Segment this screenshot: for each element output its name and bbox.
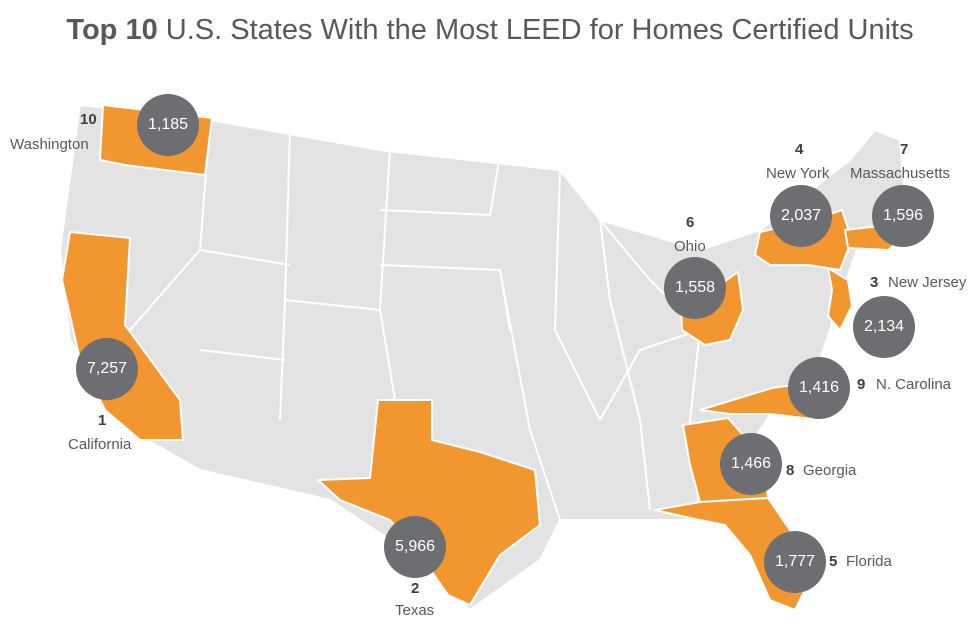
bubble-washington: 1,185 [137,94,199,156]
name-georgia: Georgia [803,462,857,479]
name-california: California [68,436,132,453]
rank-north-carolina: 9 [857,376,866,393]
rank-florida: 5 [829,553,838,570]
bubble-california: 7,257 [76,338,138,400]
rank-ohio: 6 [686,214,695,231]
rank-washington: 10 [80,111,97,128]
rank-california: 1 [98,412,107,429]
state-florida [654,497,806,611]
bubble-massachusetts: 1,596 [872,185,934,247]
bubble-north-carolina: 1,416 [788,357,850,419]
name-ohio: Ohio [674,238,706,255]
title-rest: U.S. States With the Most LEED for Homes… [165,14,914,46]
name-washington: Washington [10,136,89,153]
map-land-west [59,104,731,611]
name-north-carolina: N. Carolina [876,376,952,393]
chart-title: Top 10 U.S. States With the Most LEED fo… [0,14,980,47]
rank-georgia: 8 [786,462,795,479]
rank-new-jersey: 3 [870,274,879,291]
bubble-georgia: 1,466 [720,433,782,495]
bubble-new-york: 2,037 [770,185,832,247]
name-texas: Texas [395,602,435,619]
rank-massachusetts: 7 [900,141,909,158]
name-florida: Florida [846,553,892,570]
bubble-ohio: 1,558 [664,257,726,319]
bubble-new-jersey: 2,134 [853,296,915,358]
state-new-jersey [827,267,853,331]
name-massachusetts: Massachusetts [850,165,951,182]
title-bold: Top 10 [66,14,158,46]
bubble-florida: 1,777 [764,531,826,593]
state-california [61,231,184,441]
name-new-york: New York [766,165,830,182]
name-new-jersey: New Jersey [888,274,967,291]
rank-texas: 2 [411,580,420,597]
state-texas [317,399,541,606]
rank-new-york: 4 [795,141,804,158]
bubble-texas: 5,966 [384,516,446,578]
